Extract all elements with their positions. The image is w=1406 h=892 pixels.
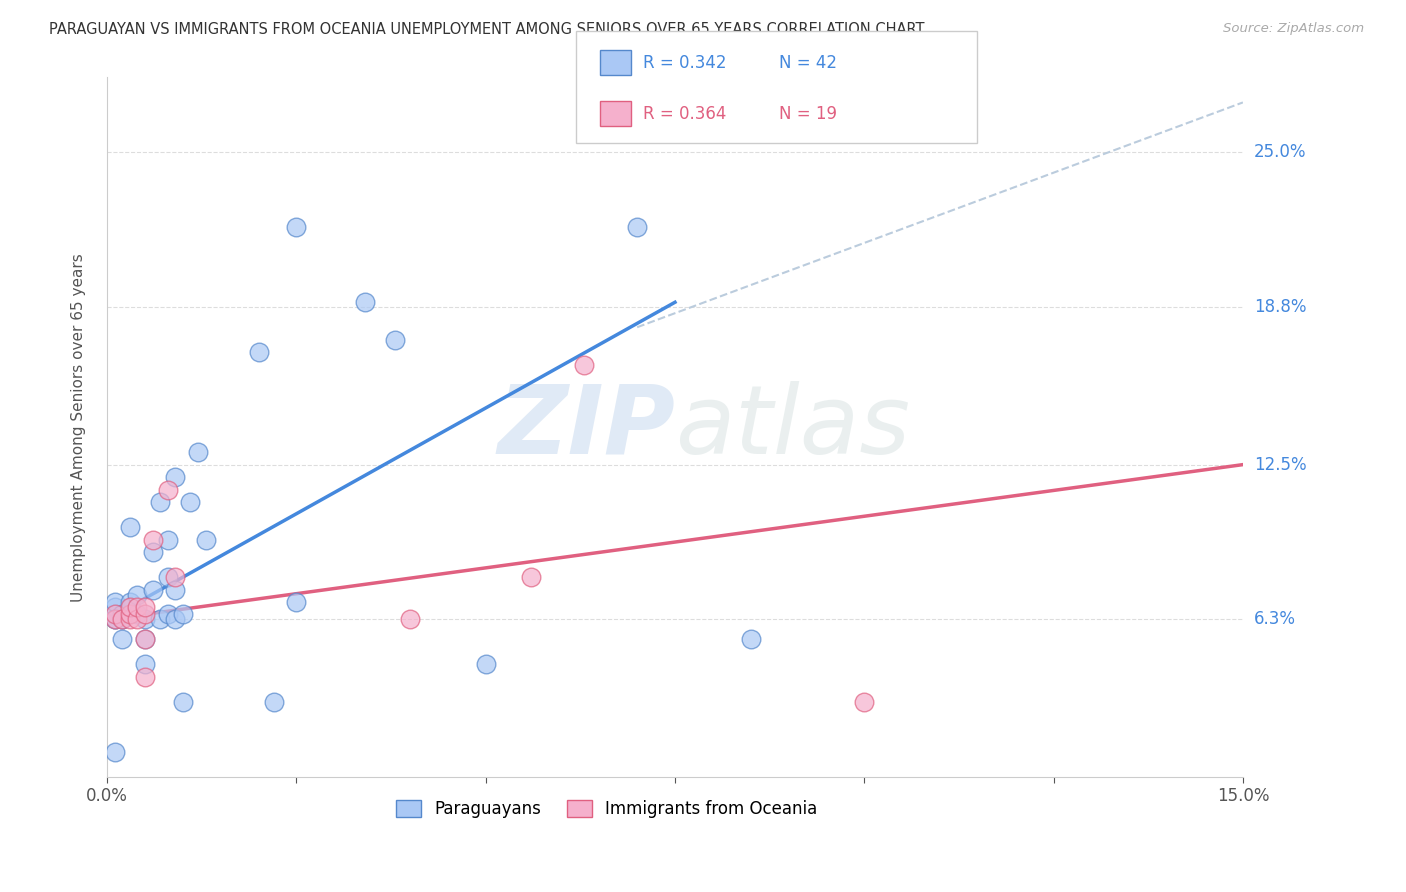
Point [104,613,127,627]
Point [187,445,209,459]
Point [149,613,172,627]
Point [104,607,127,622]
Text: PARAGUAYAN VS IMMIGRANTS FROM OCEANIA UNEMPLOYMENT AMONG SENIORS OVER 65 YEARS C: PARAGUAYAN VS IMMIGRANTS FROM OCEANIA UN… [49,22,925,37]
Point [353,295,375,310]
Point [384,333,406,347]
Point [104,613,127,627]
Point [172,607,194,622]
Text: 25.0%: 25.0% [1254,144,1306,161]
Point [104,613,127,627]
Point [165,613,187,627]
Text: 12.5%: 12.5% [1254,456,1306,474]
Point [263,695,285,709]
Point [156,533,179,547]
Point [134,599,156,614]
Text: N = 19: N = 19 [779,105,837,123]
Point [118,607,141,622]
Point [156,607,179,622]
Point [127,599,149,614]
Point [104,607,127,622]
Point [118,599,141,614]
Point [853,695,876,709]
Point [134,670,156,684]
Point [165,570,187,584]
Point [149,495,172,509]
Point [134,607,156,622]
Point [247,345,270,359]
Point [111,632,134,647]
Point [111,607,134,622]
Point [156,570,179,584]
Point [134,632,156,647]
Point [104,745,127,759]
Point [474,657,496,672]
Point [572,358,595,372]
Text: ZIP: ZIP [498,381,675,474]
Point [127,607,149,622]
Point [285,220,308,235]
Point [165,470,187,484]
Point [118,595,141,609]
Point [104,599,127,614]
Point [172,695,194,709]
Text: atlas: atlas [675,381,910,474]
Point [141,545,163,559]
Point [118,599,141,614]
Text: R = 0.342: R = 0.342 [643,54,725,71]
Point [118,520,141,534]
Point [520,570,543,584]
Text: 18.8%: 18.8% [1254,298,1306,317]
Point [127,587,149,601]
Point [626,220,648,235]
Point [156,483,179,497]
Text: Source: ZipAtlas.com: Source: ZipAtlas.com [1223,22,1364,36]
Text: 6.3%: 6.3% [1254,610,1296,629]
Text: R = 0.364: R = 0.364 [643,105,725,123]
Y-axis label: Unemployment Among Seniors over 65 years: Unemployment Among Seniors over 65 years [72,252,86,601]
Point [127,613,149,627]
Point [111,613,134,627]
Point [399,613,422,627]
Text: N = 42: N = 42 [779,54,837,71]
Point [141,533,163,547]
Point [104,595,127,609]
Point [111,613,134,627]
Legend: Paraguayans, Immigrants from Oceania: Paraguayans, Immigrants from Oceania [389,793,824,824]
Point [118,613,141,627]
Point [134,613,156,627]
Point [740,632,762,647]
Point [165,582,187,597]
Point [194,533,217,547]
Point [141,582,163,597]
Point [179,495,201,509]
Point [134,657,156,672]
Point [111,613,134,627]
Point [134,632,156,647]
Point [285,595,308,609]
